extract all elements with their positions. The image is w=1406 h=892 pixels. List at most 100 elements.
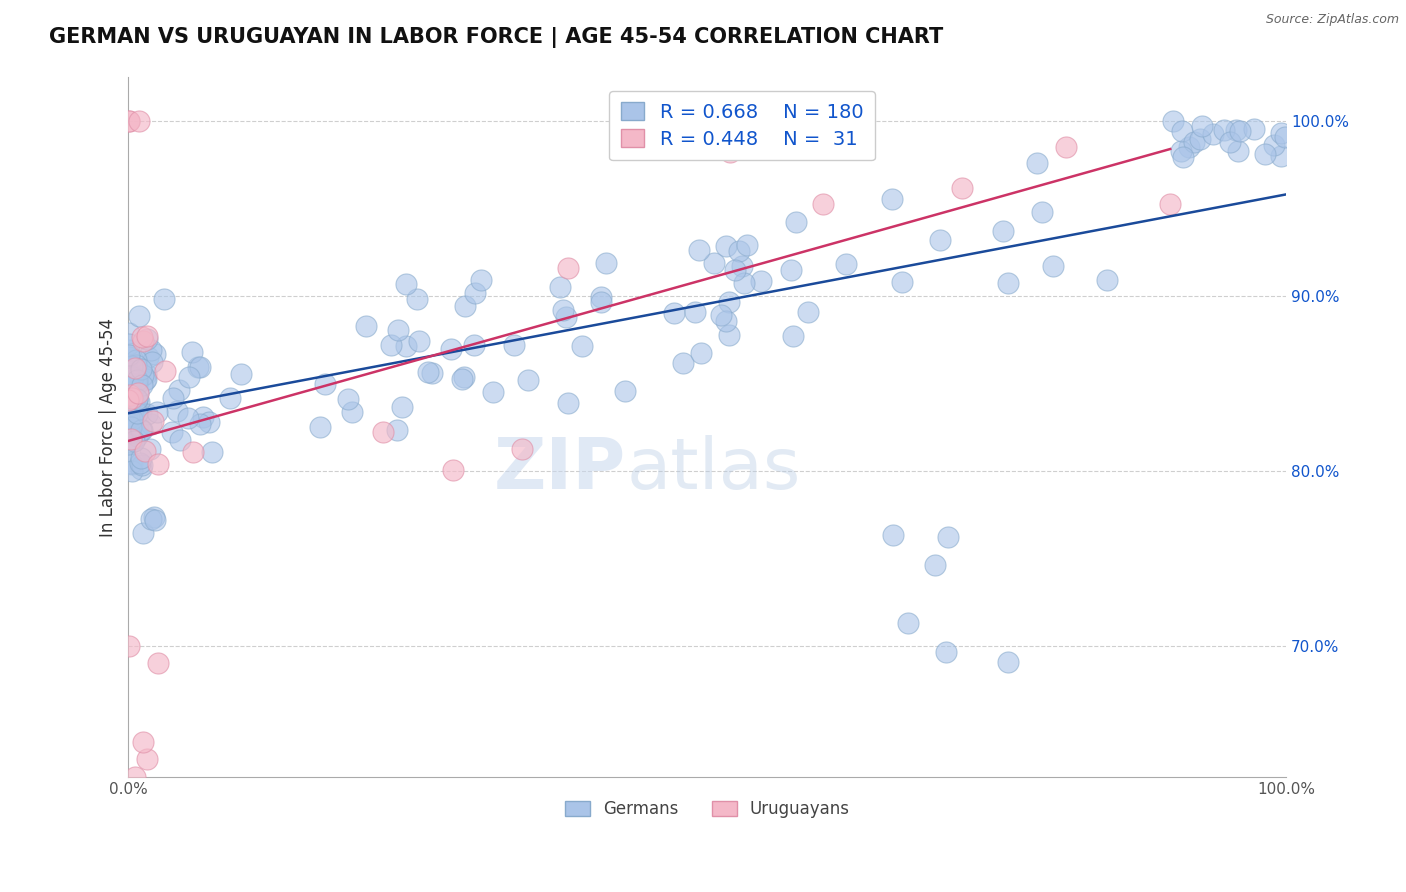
Germans (785, 215, 807, 229)
Germans (924, 558, 946, 572)
Germans (557, 396, 579, 410)
Germans (1191, 119, 1213, 133)
Uruguayans (181, 444, 204, 458)
Germans (129, 405, 152, 419)
Uruguayans (118, 114, 141, 128)
Uruguayans (510, 442, 533, 456)
Germans (897, 616, 920, 631)
Germans (118, 394, 141, 409)
Germans (571, 338, 593, 352)
Germans (122, 399, 145, 413)
Uruguayans (1054, 140, 1077, 154)
Germans (1178, 140, 1201, 154)
Germans (136, 407, 159, 421)
Germans (779, 262, 801, 277)
Germans (450, 372, 472, 386)
Germans (1188, 132, 1211, 146)
Germans (118, 359, 141, 374)
Uruguayans (718, 145, 741, 159)
Germans (127, 386, 149, 401)
Germans (118, 326, 141, 341)
Germans (201, 445, 224, 459)
Germans (1263, 137, 1285, 152)
Germans (120, 368, 142, 383)
Germans (733, 276, 755, 290)
Germans (482, 384, 505, 399)
Germans (453, 369, 475, 384)
Germans (688, 244, 710, 258)
Uruguayans (118, 639, 141, 653)
Germans (1219, 135, 1241, 149)
Germans (749, 274, 772, 288)
Germans (387, 323, 409, 337)
Germans (309, 419, 332, 434)
Germans (1274, 130, 1296, 145)
Germans (717, 328, 740, 343)
Germans (143, 512, 166, 526)
Germans (122, 434, 145, 448)
Germans (138, 350, 160, 364)
Germans (718, 295, 741, 310)
Germans (416, 365, 439, 379)
Germans (683, 305, 706, 319)
Germans (548, 280, 571, 294)
Germans (882, 192, 904, 206)
Germans (121, 394, 143, 409)
Germans (121, 457, 143, 471)
Germans (1031, 205, 1053, 219)
Germans (129, 423, 152, 437)
Text: Source: ZipAtlas.com: Source: ZipAtlas.com (1265, 13, 1399, 27)
Germans (141, 343, 163, 357)
Uruguayans (371, 425, 394, 439)
Germans (993, 224, 1015, 238)
Uruguayans (121, 391, 143, 405)
Germans (782, 328, 804, 343)
Text: GERMAN VS URUGUAYAN IN LABOR FORCE | AGE 45-54 CORRELATION CHART: GERMAN VS URUGUAYAN IN LABOR FORCE | AGE… (49, 27, 943, 48)
Germans (127, 405, 149, 419)
Germans (180, 345, 202, 359)
Germans (406, 292, 429, 306)
Uruguayans (127, 386, 149, 401)
Germans (117, 351, 139, 365)
Germans (337, 392, 360, 406)
Germans (716, 314, 738, 328)
Germans (835, 257, 858, 271)
Uruguayans (120, 388, 142, 402)
Germans (1270, 127, 1292, 141)
Germans (177, 370, 200, 384)
Germans (1170, 144, 1192, 158)
Germans (127, 406, 149, 420)
Germans (141, 355, 163, 369)
Germans (118, 380, 141, 394)
Germans (724, 263, 747, 277)
Germans (735, 238, 758, 252)
Germans (1182, 135, 1205, 149)
Uruguayans (153, 364, 176, 378)
Germans (439, 342, 461, 356)
Germans (121, 434, 143, 449)
Germans (129, 450, 152, 465)
Germans (731, 259, 754, 273)
Uruguayans (131, 330, 153, 344)
Germans (380, 338, 402, 352)
Uruguayans (136, 752, 159, 766)
Uruguayans (811, 197, 834, 211)
Germans (797, 305, 820, 319)
Germans (125, 352, 148, 367)
Legend: Germans, Uruguayans: Germans, Uruguayans (558, 793, 856, 824)
Germans (1229, 124, 1251, 138)
Germans (117, 336, 139, 351)
Germans (117, 396, 139, 410)
Germans (997, 656, 1019, 670)
Germans (354, 319, 377, 334)
Germans (1202, 128, 1225, 142)
Germans (118, 343, 141, 357)
Germans (395, 277, 418, 291)
Germans (187, 359, 209, 374)
Germans (125, 394, 148, 409)
Germans (122, 409, 145, 424)
Germans (385, 423, 408, 437)
Uruguayans (120, 432, 142, 446)
Germans (131, 458, 153, 473)
Germans (728, 244, 751, 258)
